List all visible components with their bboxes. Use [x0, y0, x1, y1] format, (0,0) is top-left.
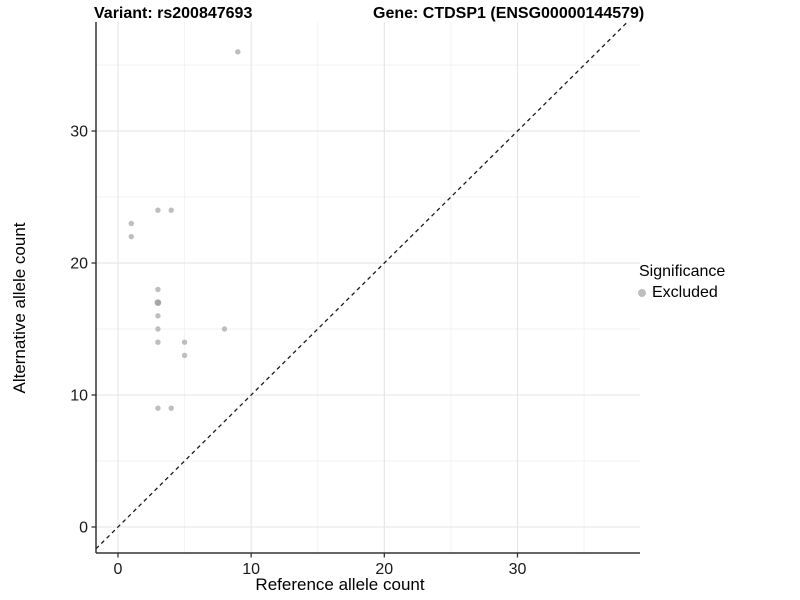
x-tick-label: 10: [242, 561, 260, 578]
y-tick-label: 10: [70, 388, 88, 405]
variant-title: Variant: rs200847693: [94, 5, 253, 22]
data-point: [155, 405, 161, 411]
data-point: [155, 313, 161, 319]
y-tick-label: 20: [70, 256, 88, 273]
data-point: [155, 339, 161, 345]
data-point: [181, 352, 188, 359]
data-point: [155, 286, 161, 293]
y-tick-label: 0: [79, 519, 88, 536]
data-point: [235, 49, 241, 55]
data-point: [155, 207, 161, 213]
legend-item-label: Excluded: [652, 284, 718, 301]
x-tick-label: 30: [509, 561, 527, 578]
y-tick-label: 30: [70, 124, 88, 141]
legend-item-excluded: Excluded: [638, 284, 725, 302]
x-tick-label: 20: [375, 561, 393, 578]
data-point: [154, 299, 162, 306]
legend-point-swatch: [638, 289, 646, 297]
legend: Significance Excluded: [638, 263, 725, 302]
data-point: [168, 405, 174, 411]
legend-title: Significance: [639, 263, 726, 280]
data-point: [128, 233, 134, 240]
data-point: [221, 326, 228, 332]
data-point: [128, 220, 134, 227]
y-axis-title: Alternative allele count: [10, 222, 29, 394]
x-tick-label: 0: [114, 561, 123, 578]
identity-dashed-line: [95, 21, 628, 550]
x-axis-title: Reference allele count: [255, 575, 425, 594]
data-point: [181, 339, 188, 345]
data-point: [155, 326, 161, 332]
data-point: [168, 207, 174, 213]
gene-title: Gene: CTDSP1 (ENSG00000144579): [373, 5, 645, 22]
